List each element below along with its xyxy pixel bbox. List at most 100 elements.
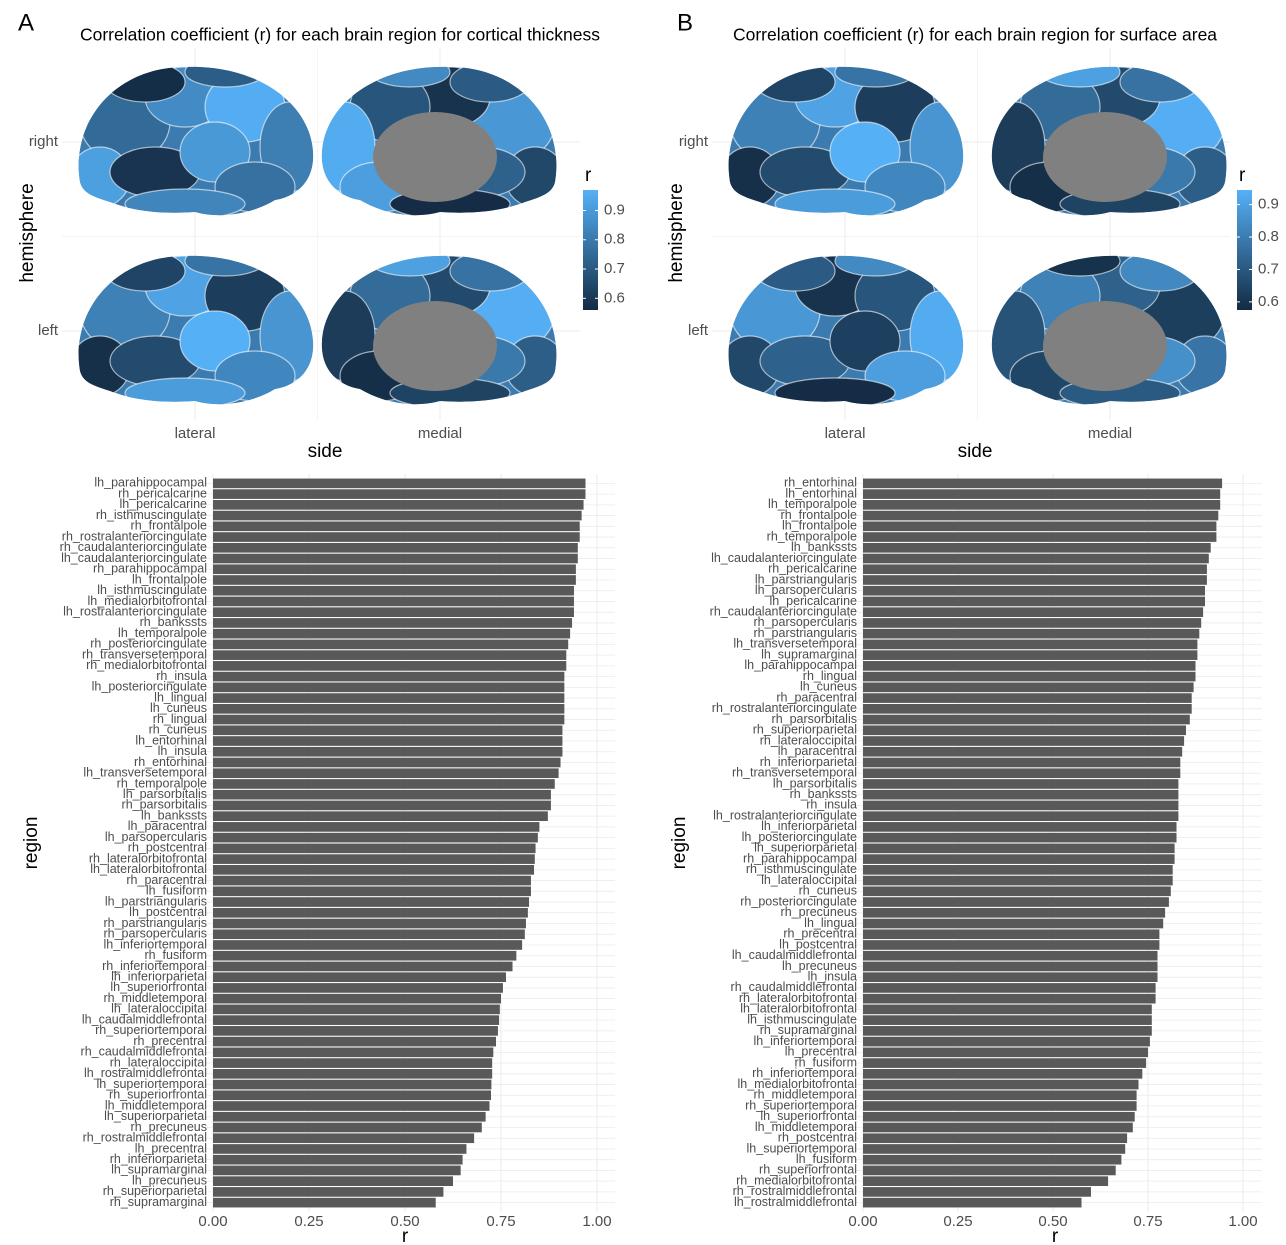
bar bbox=[213, 854, 535, 864]
brain-region bbox=[754, 255, 836, 292]
bar bbox=[213, 714, 565, 725]
y-tick-label: rh_superiorparietal bbox=[103, 1184, 207, 1198]
brain bbox=[728, 66, 964, 216]
y-tick-label: rh_middletemporal bbox=[103, 991, 207, 1005]
y-tick-label: rh_caudalanteriorcingulate bbox=[60, 540, 207, 554]
y-tick-label: rh_superiorfrontal bbox=[759, 1163, 857, 1177]
y-tick-label: rh_inferiorparietal bbox=[110, 1152, 207, 1166]
bar bbox=[213, 907, 528, 918]
y-tick-label: lh_rostralmiddlefrontal bbox=[734, 1195, 857, 1209]
y-axis-title: region bbox=[669, 817, 690, 870]
bar bbox=[863, 1015, 1152, 1025]
medial-wall bbox=[373, 112, 497, 202]
y-tick-label: rh_inferiortemporal bbox=[752, 1066, 857, 1080]
x-tick-label: 1.00 bbox=[1228, 1213, 1257, 1230]
row-label: left bbox=[688, 322, 709, 339]
y-tick-label: lh_inferiortemporal bbox=[103, 937, 207, 951]
bar bbox=[863, 897, 1169, 907]
bar bbox=[863, 703, 1192, 714]
bar bbox=[213, 875, 531, 886]
y-tick-label: lh_rostralanteriorcingulate bbox=[713, 808, 857, 822]
y-tick-label: lh_superiorfrontal bbox=[110, 980, 207, 994]
bar bbox=[213, 1133, 475, 1144]
x-axis-title: side bbox=[308, 441, 343, 462]
y-tick-label: rh_inferiortemporal bbox=[102, 959, 207, 973]
y-tick-label: lh_supramarginal bbox=[111, 1163, 207, 1177]
medial-wall bbox=[1043, 112, 1167, 202]
bar bbox=[863, 661, 1196, 671]
bar bbox=[213, 918, 526, 929]
y-axis-title: hemisphere bbox=[17, 183, 38, 282]
colorbar-label: 0.8 bbox=[604, 231, 625, 248]
y-tick-label: lh_lateraloccipital bbox=[111, 1002, 207, 1016]
bar bbox=[863, 521, 1217, 532]
bar bbox=[863, 585, 1205, 596]
bar bbox=[863, 768, 1181, 779]
bar bbox=[863, 542, 1211, 553]
bar bbox=[863, 918, 1164, 929]
y-tick-label: lh_caudalanteriorcingulate bbox=[711, 551, 857, 565]
bar bbox=[863, 553, 1209, 564]
y-tick-label: rh_parsopercularis bbox=[103, 927, 207, 941]
bar bbox=[213, 650, 567, 660]
bar bbox=[213, 843, 536, 854]
bar bbox=[863, 1079, 1139, 1090]
y-tick-label: lh_caudalmiddlefrontal bbox=[732, 948, 857, 962]
y-tick-label: rh_paracentral bbox=[126, 873, 207, 887]
brain-region bbox=[834, 255, 916, 277]
y-tick-label: rh_parstriangularis bbox=[753, 626, 857, 640]
y-tick-label: lh_precentral bbox=[135, 1141, 207, 1155]
y-tick-label: rh_precentral bbox=[133, 1034, 207, 1048]
brain-region bbox=[369, 66, 451, 88]
bar bbox=[863, 1197, 1082, 1208]
y-tick-label: rh_entorhinal bbox=[784, 476, 857, 490]
y-tick-label: rh_precentral bbox=[783, 927, 857, 941]
bar bbox=[213, 886, 531, 897]
bar bbox=[863, 532, 1217, 542]
bar bbox=[863, 1122, 1133, 1133]
brain-region bbox=[449, 66, 531, 103]
y-tick-label: rh_postcentral bbox=[778, 1131, 857, 1145]
bar bbox=[213, 478, 586, 489]
column-label: medial bbox=[1088, 425, 1132, 442]
y-tick-label: lh_middletemporal bbox=[755, 1120, 857, 1134]
x-tick-label: 0.50 bbox=[390, 1213, 419, 1230]
y-tick-label: lh_parstriangularis bbox=[105, 894, 207, 908]
x-axis-title: r bbox=[402, 1226, 409, 1245]
y-tick-label: rh_caudalmiddlefrontal bbox=[731, 980, 857, 994]
brain bbox=[321, 66, 557, 216]
y-tick-label: lh_caudalmiddlefrontal bbox=[82, 1012, 207, 1026]
bar bbox=[863, 628, 1200, 639]
brain bbox=[78, 66, 314, 216]
bar bbox=[213, 746, 563, 757]
brain-region bbox=[124, 188, 246, 216]
y-tick-label: lh_temporalpole bbox=[768, 497, 857, 511]
y-tick-label: lh_postcentral bbox=[129, 905, 207, 919]
bar bbox=[863, 650, 1198, 660]
y-tick-label: lh_entorhinal bbox=[135, 733, 207, 747]
x-axis-title: side bbox=[958, 441, 993, 462]
bar bbox=[863, 1068, 1143, 1079]
medial-wall bbox=[1043, 301, 1167, 391]
bar bbox=[863, 564, 1207, 575]
bar bbox=[863, 1111, 1135, 1122]
bar bbox=[213, 832, 538, 843]
y-tick-label: lh_rostralmiddlefrontal bbox=[84, 1066, 207, 1080]
bar bbox=[863, 993, 1156, 1004]
bar bbox=[863, 1004, 1152, 1015]
bar bbox=[863, 1090, 1137, 1101]
colorbar-label: 0.9 bbox=[604, 201, 625, 218]
brain bbox=[991, 255, 1227, 405]
y-tick-label: lh_lingual bbox=[804, 916, 857, 930]
bar bbox=[863, 907, 1166, 918]
brain-region bbox=[124, 377, 246, 405]
bar bbox=[863, 575, 1207, 585]
colorbar-label: 0.6 bbox=[1258, 293, 1279, 310]
bar bbox=[863, 693, 1192, 703]
y-tick-label: lh_parahippocampal bbox=[744, 658, 857, 672]
y-tick-label: lh_postcentral bbox=[779, 937, 857, 951]
bar bbox=[213, 575, 576, 585]
y-tick-label: lh_transversetemporal bbox=[733, 637, 857, 651]
y-tick-label: lh_insula bbox=[158, 744, 207, 758]
y-tick-label: rh_fusiform bbox=[794, 1055, 857, 1069]
